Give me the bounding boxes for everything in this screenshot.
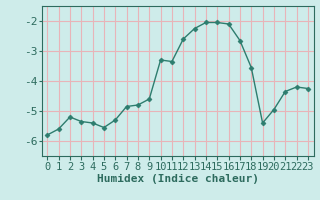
- X-axis label: Humidex (Indice chaleur): Humidex (Indice chaleur): [97, 174, 259, 184]
